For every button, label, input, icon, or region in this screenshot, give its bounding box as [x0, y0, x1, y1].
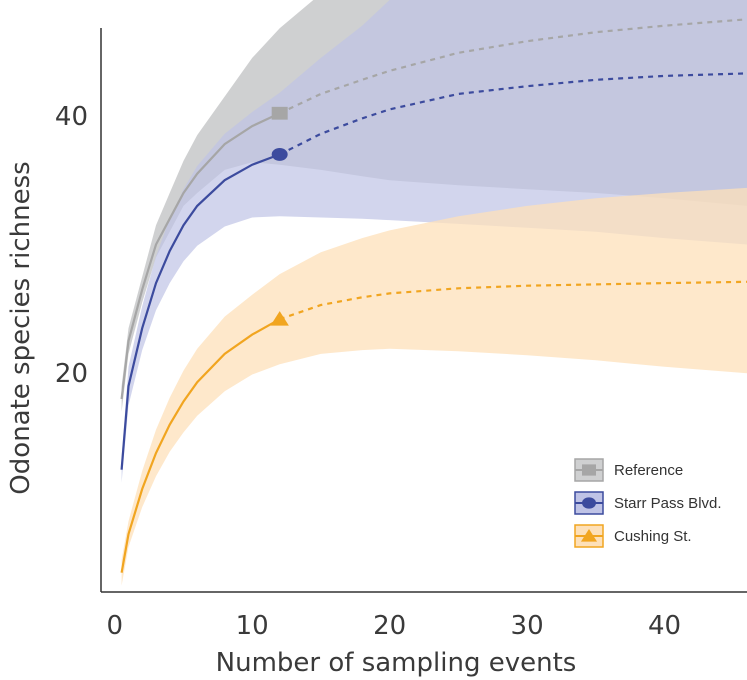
legend-marker-reference	[582, 464, 596, 476]
x-tick-0: 0	[106, 611, 123, 641]
x-tick-labels: 0 10 20 30 40	[106, 611, 681, 641]
marker-starr-pass-blvd	[271, 148, 288, 161]
y-tick-40: 40	[55, 102, 88, 132]
legend-label-starr-pass-blvd: Starr Pass Blvd.	[614, 495, 722, 512]
line-reference-extrapolated	[279, 18, 747, 115]
legend: Reference Starr Pass Blvd. Cushing St.	[574, 458, 722, 548]
x-tick-10: 10	[236, 611, 269, 641]
legend-marker-starr-pass-blvd	[582, 497, 596, 509]
series-lines	[120, 18, 747, 573]
line-reference-interpolated	[120, 112, 281, 400]
y-tick-20: 20	[55, 359, 88, 389]
x-tick-40: 40	[648, 611, 681, 641]
marker-cushing-st	[270, 311, 289, 326]
line-starr-pass-blvd-extrapolated	[279, 72, 747, 156]
x-tick-30: 30	[511, 611, 544, 641]
confidence-bands	[121, 0, 747, 586]
legend-item-reference: Reference	[574, 458, 683, 482]
marker-reference	[271, 106, 288, 120]
legend-item-cushing-st: Cushing St.	[574, 524, 692, 548]
band-starr-pass-blvd	[121, 0, 747, 483]
x-axis-title: Number of sampling events	[216, 648, 577, 678]
legend-label-reference: Reference	[614, 462, 683, 479]
legend-marker-cushing-st	[580, 529, 598, 542]
y-axis-title: Odonate species richness	[6, 161, 36, 494]
line-cushing-st-extrapolated	[279, 280, 747, 321]
legend-item-starr-pass-blvd: Starr Pass Blvd.	[574, 491, 722, 515]
observed-markers	[270, 106, 289, 326]
line-starr-pass-blvd-interpolated	[120, 153, 281, 470]
legend-label-cushing-st: Cushing St.	[614, 528, 692, 545]
x-tick-20: 20	[373, 611, 406, 641]
band-cushing-st	[121, 187, 747, 586]
line-cushing-st-interpolated	[120, 318, 281, 573]
